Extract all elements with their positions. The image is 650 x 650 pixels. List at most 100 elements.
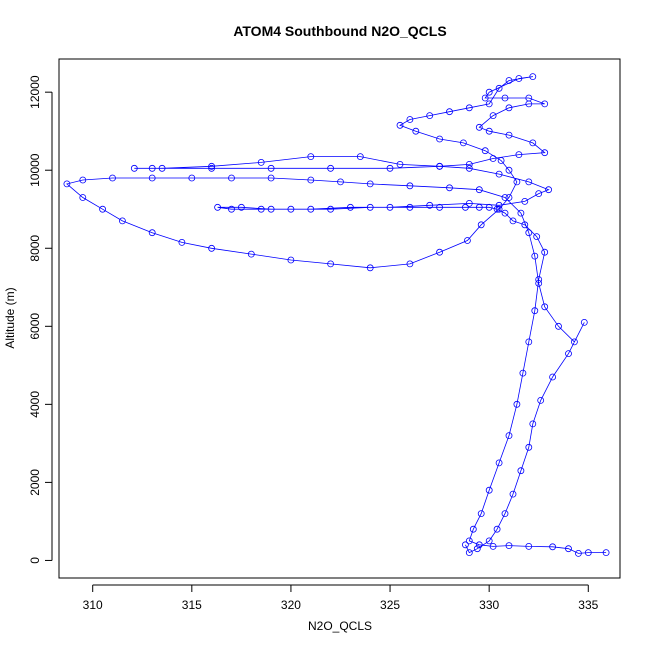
- data-point: [501, 209, 509, 217]
- data-point: [485, 127, 493, 135]
- data-point: [158, 164, 166, 172]
- data-point: [535, 279, 543, 287]
- data-point: [537, 396, 545, 404]
- data-point: [307, 205, 315, 213]
- data-point: [386, 203, 394, 211]
- data-point: [535, 190, 543, 198]
- data-point: [525, 178, 533, 186]
- data-point: [541, 100, 549, 108]
- data-point: [287, 205, 295, 213]
- data-point: [109, 174, 116, 182]
- data-point: [214, 203, 222, 211]
- data-point: [509, 490, 517, 498]
- x-tick-label: 330: [479, 598, 499, 612]
- data-point: [549, 543, 556, 551]
- data-point: [495, 205, 503, 213]
- data-point: [412, 127, 420, 135]
- data-point: [436, 203, 444, 211]
- y-tick-label: 2000: [28, 469, 42, 496]
- data-point: [237, 203, 245, 211]
- data-point: [584, 549, 592, 556]
- data-point: [148, 229, 156, 237]
- data-point: [396, 160, 404, 168]
- data-point: [495, 459, 503, 467]
- data-point: [406, 260, 414, 268]
- data-point: [580, 318, 588, 326]
- data-point: [257, 158, 265, 166]
- data-point: [461, 203, 469, 211]
- data-point: [436, 135, 444, 143]
- data-point: [565, 545, 572, 553]
- data-point: [63, 180, 71, 188]
- data-point: [178, 238, 186, 246]
- data-point: [130, 164, 138, 172]
- data-point: [555, 322, 562, 330]
- data-point: [406, 182, 414, 190]
- data-point: [481, 147, 489, 155]
- data-point: [513, 178, 521, 186]
- data-point: [515, 151, 523, 159]
- data-point: [366, 264, 374, 272]
- data-point: [148, 164, 156, 172]
- data-point: [465, 549, 473, 556]
- y-axis-label: Altitude (m): [3, 287, 17, 348]
- data-point: [505, 194, 513, 201]
- data-point: [485, 88, 493, 96]
- data-point: [475, 123, 483, 131]
- data-point: [505, 542, 513, 549]
- data-point: [495, 84, 503, 92]
- plot-frame: [58, 58, 621, 579]
- data-point: [489, 112, 497, 119]
- data-point: [517, 209, 525, 217]
- data-point: [463, 237, 471, 244]
- data-point: [485, 203, 493, 211]
- data-point: [79, 194, 87, 201]
- data-point: [501, 94, 509, 102]
- y-tick-label: 8000: [28, 235, 42, 262]
- data-point: [493, 525, 501, 533]
- data-point: [541, 149, 549, 157]
- data-point: [327, 164, 335, 172]
- data-point: [267, 174, 275, 182]
- data-point: [513, 400, 521, 408]
- data-point: [525, 443, 533, 451]
- data-point: [208, 244, 216, 252]
- y-axis: 0 2000 4000 6000 8000 10000 12000: [28, 75, 53, 564]
- data-point: [549, 373, 556, 381]
- data-point: [501, 510, 509, 517]
- data-point: [465, 160, 473, 168]
- data-point: [148, 174, 156, 182]
- data-point: [465, 537, 473, 545]
- data-point: [386, 164, 394, 172]
- y-tick-label: 6000: [28, 313, 42, 340]
- data-point: [465, 164, 473, 172]
- data-point: [517, 467, 525, 475]
- data-point: [461, 541, 469, 549]
- data-point: [525, 229, 533, 237]
- data-point: [337, 178, 344, 186]
- data-point: [519, 369, 527, 377]
- data-point: [446, 108, 453, 116]
- data-point: [525, 338, 533, 346]
- data-point: [406, 116, 414, 123]
- data-point: [267, 164, 275, 172]
- data-point: [327, 205, 335, 213]
- data-point: [541, 303, 549, 311]
- data-point: [119, 217, 126, 225]
- data-point: [525, 543, 533, 550]
- series-line: [66, 76, 607, 554]
- data-point: [529, 73, 537, 80]
- chart-title: ATOM4 Southbound N2O_QCLS: [233, 23, 446, 39]
- data-point: [493, 205, 501, 213]
- data-point: [475, 541, 483, 549]
- data-point: [545, 186, 552, 194]
- y-tick-label: 12000: [28, 75, 42, 109]
- x-tick-label: 320: [281, 598, 301, 612]
- data-point: [515, 75, 523, 82]
- data-point: [505, 104, 513, 112]
- data-point: [426, 112, 434, 119]
- data-point: [531, 252, 539, 260]
- x-tick-label: 310: [83, 598, 103, 612]
- data-point: [485, 486, 493, 494]
- data-point: [505, 77, 513, 84]
